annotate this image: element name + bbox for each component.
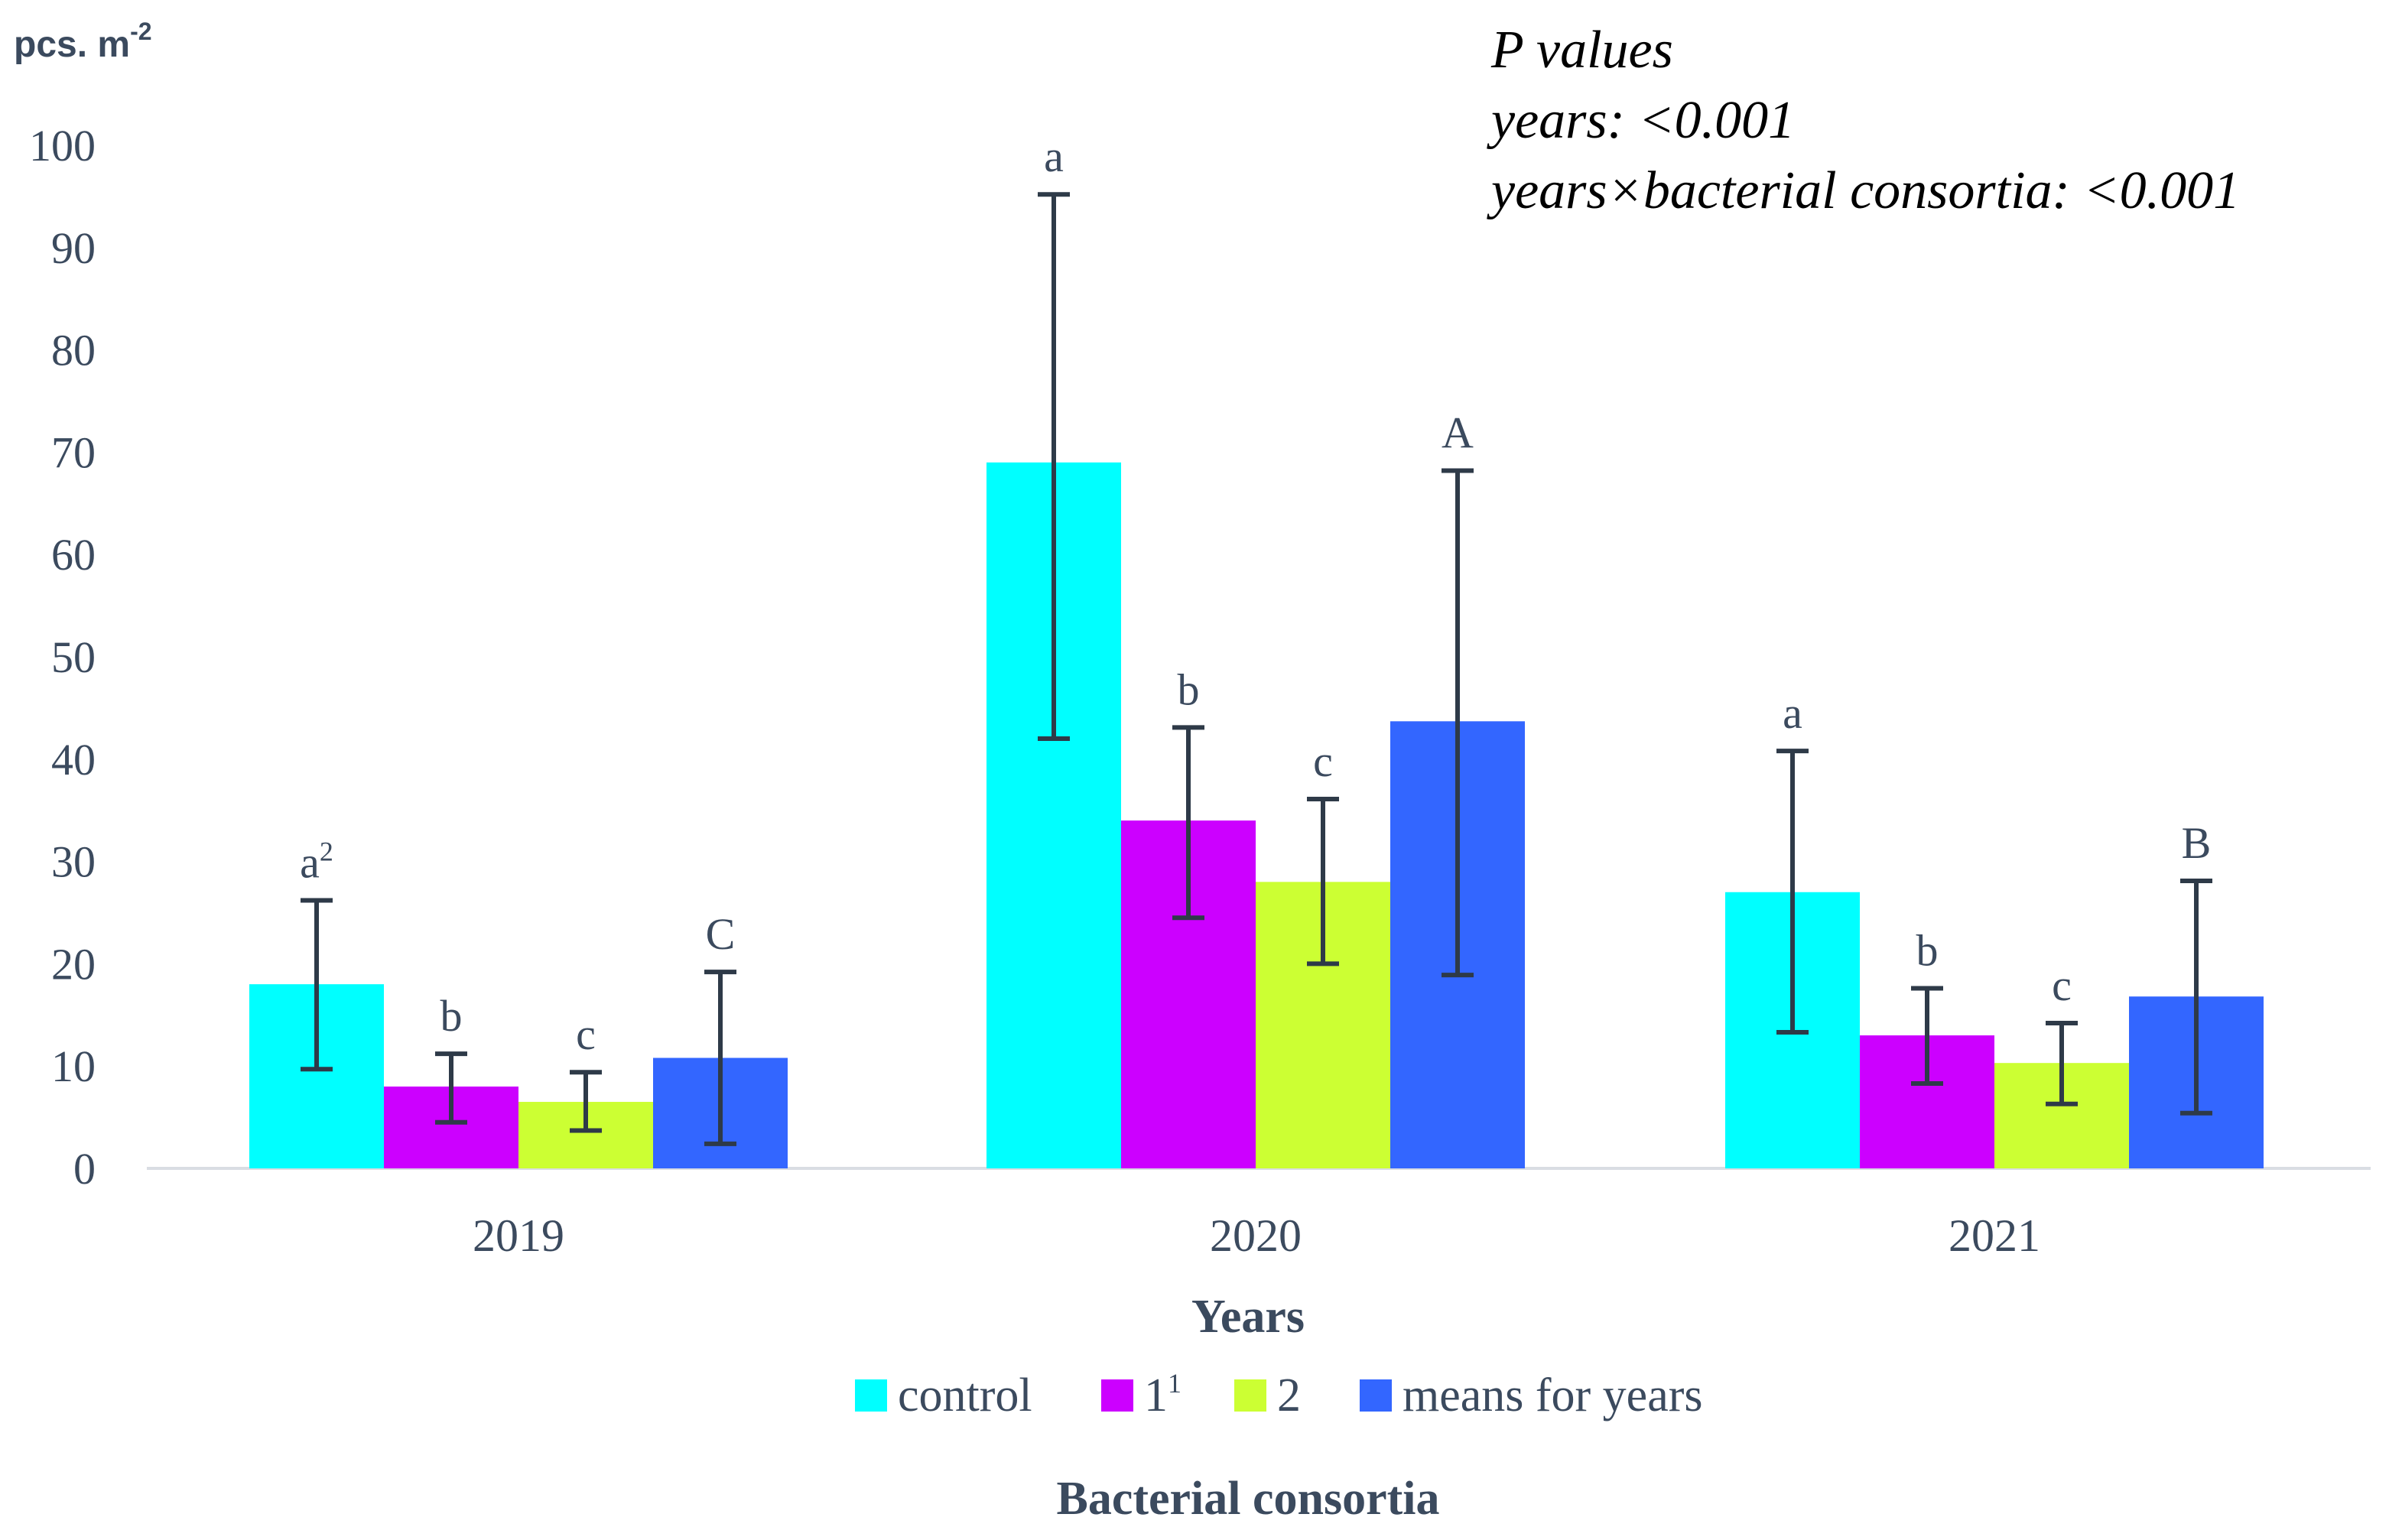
legend-label: 2 xyxy=(1277,1369,1301,1421)
y-tick-label: 50 xyxy=(51,632,96,682)
significance-label: c xyxy=(1313,736,1333,786)
y-axis-label: pcs. m-2 xyxy=(14,18,152,65)
y-tick-label: 10 xyxy=(51,1041,96,1091)
p-values-interaction: years×bacterial consortia: <0.001 xyxy=(1487,161,2240,220)
significance-label: c xyxy=(2052,960,2072,1010)
legend-item-1: 11 xyxy=(1101,1368,1181,1421)
legend-item-2: 2 xyxy=(1234,1369,1301,1421)
y-axis-ticks: 0 10 20 30 40 50 60 70 80 90 100 xyxy=(29,121,96,1194)
significance-label: b xyxy=(440,991,463,1041)
significance-label: a xyxy=(1044,132,1064,181)
significance-label: b xyxy=(1178,664,1200,714)
significance-label: A xyxy=(1442,408,1474,457)
y-tick-label: 0 xyxy=(73,1144,96,1194)
legend: control 11 2 means for years xyxy=(855,1368,1703,1421)
significance-label: a xyxy=(1783,688,1802,738)
x-category-label: 2019 xyxy=(473,1210,564,1261)
legend-label: means for years xyxy=(1403,1369,1703,1421)
error-bar xyxy=(1038,192,1070,742)
legend-swatch xyxy=(855,1379,887,1412)
y-tick-label: 100 xyxy=(29,121,96,171)
significance-label: a2 xyxy=(300,836,333,887)
error-bar xyxy=(301,898,333,1072)
error-bar xyxy=(1911,986,1943,1086)
significance-label: c xyxy=(576,1009,596,1059)
legend-item-means-for-years: means for years xyxy=(1360,1369,1703,1421)
error-bar xyxy=(2180,879,2212,1116)
p-values-years: years: <0.001 xyxy=(1487,91,1795,150)
legend-swatch xyxy=(1360,1379,1392,1412)
y-tick-label: 80 xyxy=(51,326,96,375)
x-axis-title: Years xyxy=(1191,1291,1305,1343)
y-axis-label-superscript: -2 xyxy=(130,18,151,45)
error-bar xyxy=(435,1051,467,1125)
y-tick-label: 20 xyxy=(51,939,96,989)
y-tick-label: 60 xyxy=(51,530,96,580)
error-bar xyxy=(2046,1021,2078,1106)
x-category-label: 2020 xyxy=(1210,1210,1302,1261)
error-bar xyxy=(1172,725,1204,921)
x-category-label: 2021 xyxy=(1949,1210,2040,1261)
significance-label: C xyxy=(706,909,736,959)
error-bar xyxy=(1776,749,1809,1035)
error-bar xyxy=(570,1070,602,1133)
legend-title: Bacterial consortia xyxy=(1056,1473,1439,1525)
y-tick-label: 40 xyxy=(51,735,96,785)
p-values-annotation: P values years: <0.001 years×bacterial c… xyxy=(1487,21,2240,220)
legend-label: 11 xyxy=(1144,1368,1181,1421)
p-values-title: P values xyxy=(1490,21,1673,80)
error-bar xyxy=(1307,796,1339,967)
x-axis-categories: 2019 2020 2021 xyxy=(473,1210,2040,1261)
error-bar xyxy=(704,970,736,1146)
significance-label: b xyxy=(1916,926,1939,976)
significance-labels: a2 a a b b b c c c C A B xyxy=(300,132,2211,1059)
significance-label: B xyxy=(2182,818,2212,868)
error-bar xyxy=(1442,468,1474,978)
legend-label: control xyxy=(898,1369,1032,1421)
bars xyxy=(249,462,2264,1168)
y-tick-label: 30 xyxy=(51,837,96,887)
legend-swatch xyxy=(1101,1379,1133,1412)
legend-item-control: control xyxy=(855,1369,1032,1421)
y-tick-label: 90 xyxy=(51,223,96,273)
y-tick-label: 70 xyxy=(51,427,96,477)
error-bars xyxy=(301,192,2212,1146)
legend-swatch xyxy=(1234,1379,1266,1412)
